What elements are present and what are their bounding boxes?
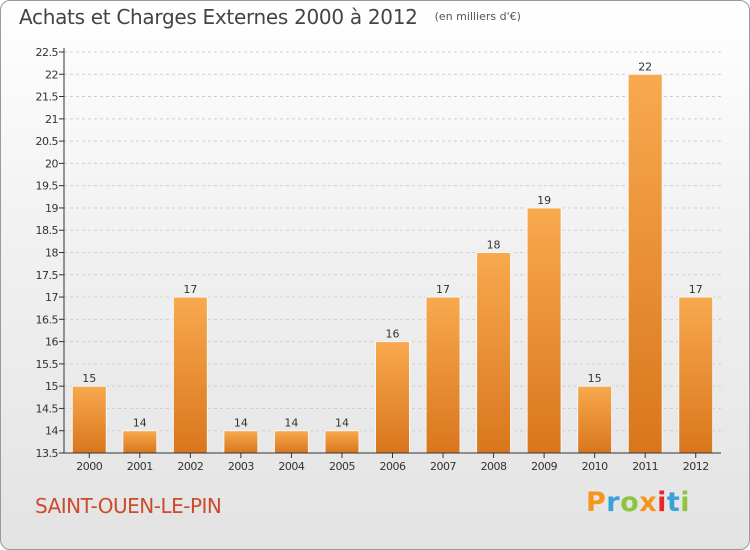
bar-value-label: 16 (386, 328, 400, 341)
x-tick-label: 2008 (481, 460, 507, 473)
bar-value-label: 17 (183, 283, 197, 296)
bar-value-label: 14 (335, 417, 349, 430)
bar (172, 296, 208, 454)
bar (425, 296, 461, 454)
bar (324, 430, 360, 454)
brand-letter: P (586, 487, 607, 518)
title-row: Achats et Charges Externes 2000 à 2012 (… (19, 5, 521, 29)
y-tick-label: 22.5 (36, 46, 59, 59)
brand-letter: t (666, 487, 681, 518)
bar (476, 252, 512, 454)
brand-logo: Proxiti (586, 487, 690, 518)
location-name: SAINT-OUEN-LE-PIN (35, 494, 222, 518)
brand-letter: o (620, 487, 640, 518)
y-tick-label: 20.5 (36, 135, 59, 148)
y-tick-label: 15 (45, 380, 58, 393)
bars (71, 73, 714, 454)
y-tick-label: 22 (45, 68, 58, 81)
brand-letter: i (680, 487, 691, 518)
labels: 13.5 14 14.5 15 15.5 16 16.5 17 17.5 18 18.5 19 19.5… (36, 46, 710, 473)
y-tick-label: 18.5 (36, 224, 59, 237)
bar-value-label: 14 (284, 417, 298, 430)
x-tick-label: 2010 (582, 460, 608, 473)
x-tick-label: 2007 (430, 460, 456, 473)
y-tick-label: 14.5 (36, 402, 59, 415)
y-tick-label: 14 (45, 425, 58, 438)
bar-value-label: 17 (689, 283, 703, 296)
brand-letter: x (639, 487, 658, 518)
x-tick-label: 2002 (177, 460, 203, 473)
axes (59, 48, 721, 458)
x-tick-label: 2005 (329, 460, 355, 473)
y-tick-label: 19.5 (36, 180, 59, 193)
y-tick-label: 19 (45, 202, 58, 215)
y-tick-label: 13.5 (36, 447, 59, 460)
x-tick-label: 2000 (76, 460, 102, 473)
bar-value-label: 14 (133, 417, 147, 430)
bar (678, 296, 714, 454)
bar (375, 341, 410, 454)
x-tick-label: 2011 (632, 460, 658, 473)
bar (223, 430, 259, 454)
bar-value-label: 18 (487, 239, 501, 252)
bar-value-label: 15 (588, 372, 602, 385)
bar-value-label: 17 (436, 283, 450, 296)
bar (122, 430, 158, 454)
x-tick-label: 2003 (228, 460, 254, 473)
x-tick-label: 2009 (531, 460, 557, 473)
brand-letter: i (657, 487, 667, 518)
chart-subtitle: (en milliers d'€) (434, 10, 521, 23)
y-tick-label: 20 (45, 157, 58, 170)
x-tick-label: 2001 (127, 460, 153, 473)
y-tick-label: 17.5 (36, 269, 59, 282)
y-tick-label: 16 (45, 336, 58, 349)
chart-title: Achats et Charges Externes 2000 à 2012 (19, 5, 418, 29)
y-tick-label: 21 (45, 113, 58, 126)
y-tick-label: 16.5 (36, 313, 59, 326)
bar-value-label: 14 (234, 417, 248, 430)
bar-value-label: 22 (638, 60, 652, 73)
x-tick-label: 2006 (380, 460, 406, 473)
bar (627, 73, 663, 454)
y-tick-label: 21.5 (36, 91, 59, 104)
brand-letter: r (606, 487, 621, 518)
y-tick-label: 17 (45, 291, 58, 304)
x-tick-label: 2012 (683, 460, 709, 473)
bar (273, 430, 309, 454)
bar (526, 207, 562, 454)
x-tick-label: 2004 (278, 460, 304, 473)
y-tick-label: 18 (45, 247, 58, 260)
bar (71, 385, 107, 454)
bar-value-label: 19 (537, 194, 551, 207)
y-tick-label: 15.5 (36, 358, 59, 371)
bar (577, 385, 613, 454)
bar-value-label: 15 (82, 372, 96, 385)
